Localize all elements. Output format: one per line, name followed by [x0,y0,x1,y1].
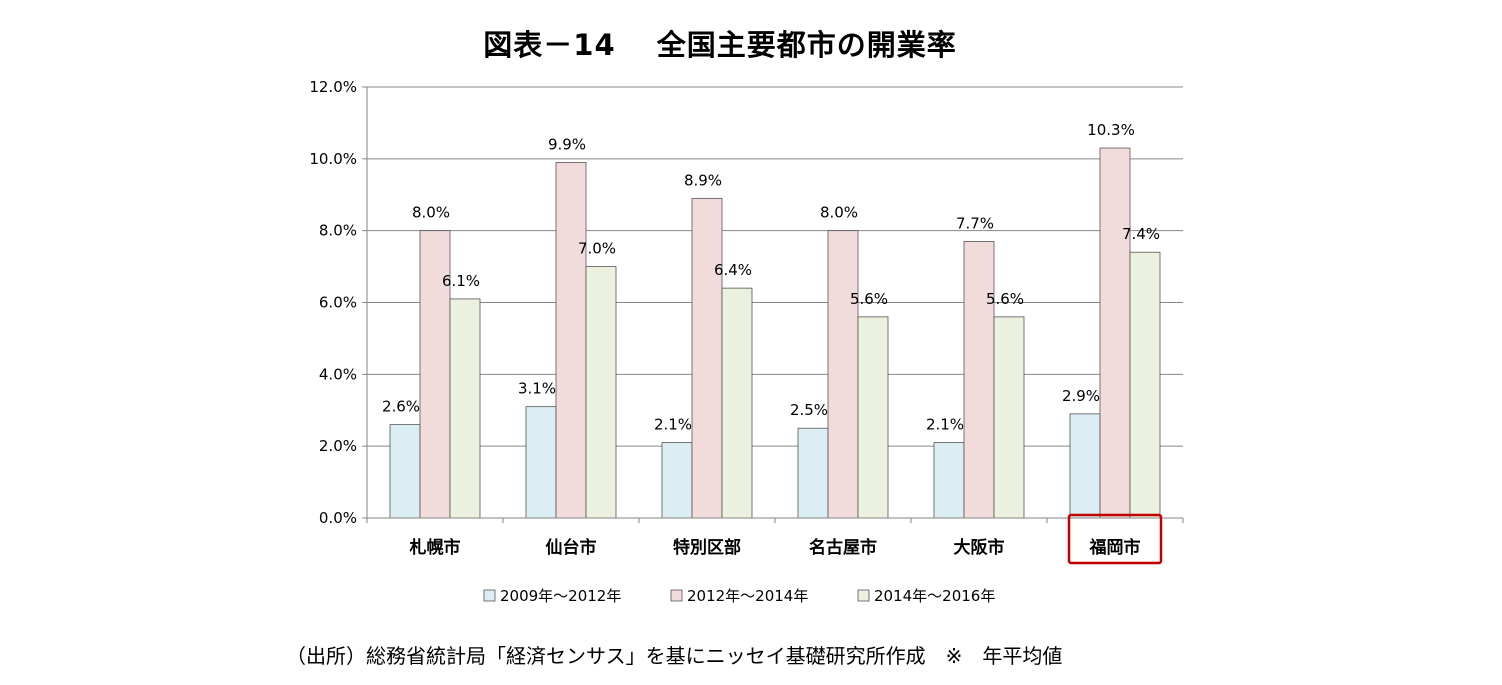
y-tick-label: 8.0% [319,222,357,240]
data-label: 10.3% [1087,121,1135,139]
data-label: 6.1% [442,272,480,290]
y-tick-label: 2.0% [319,437,357,455]
data-label: 3.1% [518,380,556,398]
legend-label: 2009年～2012年 [500,587,621,605]
bar [389,424,421,519]
axes: 0.0% 2.0% 4.0% 6.0% 8.0% 10.0% 12.0% 札幌市 仙台市 特別区部… [309,78,1184,565]
x-category-label: 名古屋市 [809,537,877,558]
bar [691,197,723,519]
bars [389,147,1161,519]
data-label: 8.0% [820,204,858,222]
bar [721,287,753,519]
bar [555,162,587,519]
legend-swatch [857,589,870,602]
data-label: 5.6% [986,290,1024,308]
data-label: 2.9% [1062,387,1100,405]
legend-label: 2012年～2014年 [687,587,808,605]
data-labels: 2.6% 8.0% 6.1% 3.1% 9.9% 7.0% 2.1% 8.9% 6.4% 2.5%… [382,121,1160,434]
x-category-label: 仙台市 [546,537,597,558]
data-label: 9.9% [548,135,586,153]
bar [1069,413,1101,519]
data-label: 8.0% [412,204,450,222]
bar [797,427,829,519]
data-label: 2.6% [382,398,420,416]
legend-swatch [670,589,683,602]
source-note: （出所）総務省統計局「経済センサス」を基にニッセイ基礎研究所作成 ※ 年平均値 [286,644,1063,668]
x-category-label: 札幌市 [409,537,461,558]
y-tick-label: 4.0% [319,365,357,383]
bar [585,266,617,519]
legend-swatch [483,589,496,602]
legend-label: 2014年～2016年 [874,587,995,605]
data-label: 8.9% [684,171,722,189]
bar [827,230,859,519]
data-label: 7.0% [578,240,616,258]
y-tick-label: 12.0% [309,78,357,96]
bar [933,442,965,519]
data-label: 2.1% [654,416,692,434]
gridlines [367,86,1183,447]
x-category-label: 大阪市 [954,537,1005,558]
x-category-label: 特別区部 [673,537,741,558]
bar [449,298,481,519]
bar [525,406,557,519]
data-label: 7.4% [1122,225,1160,243]
chart-title: 図表－14 全国主要都市の開業率 [483,28,957,62]
y-tick-label: 10.0% [309,150,357,168]
bar [963,241,995,519]
bar [419,230,451,519]
y-tick-label: 0.0% [319,509,357,527]
bar [1099,147,1131,519]
x-category-label: 福岡市 [1089,537,1141,558]
data-label: 2.5% [790,401,828,419]
legend: 2009年～2012年 2012年～2014年 2014年～2016年 [483,587,995,605]
data-label: 7.7% [956,214,994,232]
data-label: 6.4% [714,261,752,279]
data-label: 5.6% [850,290,888,308]
highlight-box [1067,513,1163,565]
bar [661,442,693,519]
data-label: 2.1% [926,416,964,434]
bar [993,316,1025,519]
y-tick-label: 6.0% [319,294,357,312]
bar [1129,251,1161,519]
bar [857,316,889,519]
